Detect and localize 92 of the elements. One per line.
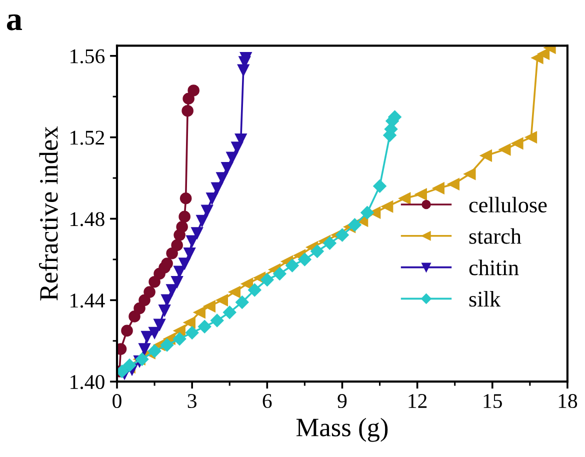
point: [186, 235, 198, 248]
point: [172, 332, 186, 346]
point: [498, 144, 511, 156]
point: [310, 244, 324, 258]
point: [160, 338, 174, 352]
point: [241, 278, 254, 290]
x-tick-label: 15: [484, 394, 502, 408]
y-tick-label: 1.56: [70, 49, 105, 64]
x-tick-label: 6: [262, 394, 272, 408]
point: [185, 326, 199, 340]
point: [135, 352, 149, 366]
point: [216, 172, 228, 184]
point: [182, 92, 194, 105]
point: [236, 296, 249, 309]
point: [148, 276, 160, 288]
point: [201, 204, 213, 216]
x-axis-title: Mass (g): [296, 418, 388, 442]
point: [204, 300, 216, 312]
point: [223, 306, 236, 319]
legend-label: cellulose: [469, 196, 547, 212]
point: [182, 104, 194, 117]
x-tick-label: 12: [408, 394, 427, 408]
point: [464, 168, 476, 180]
point: [144, 286, 156, 298]
point: [161, 258, 173, 270]
point: [216, 294, 228, 306]
point: [176, 220, 188, 233]
point: [122, 358, 136, 372]
point: [148, 344, 162, 358]
y-tick-label: 1.48: [70, 212, 104, 226]
point: [234, 133, 247, 146]
point: [260, 273, 274, 286]
y-axis-title: Refractive index: [38, 126, 58, 300]
point: [128, 310, 140, 322]
point: [298, 252, 312, 266]
point: [228, 286, 241, 298]
point: [138, 343, 150, 355]
point: [158, 304, 170, 316]
y-tick-label: 1.44: [70, 294, 105, 308]
point: [348, 218, 362, 232]
point: [448, 178, 460, 190]
point: [154, 318, 166, 330]
point: [166, 247, 178, 260]
point: [166, 284, 178, 296]
point: [134, 302, 146, 314]
point: [323, 236, 336, 250]
x-tick-label: 0: [112, 394, 122, 408]
point: [381, 200, 394, 212]
point: [198, 320, 212, 334]
point: [373, 180, 386, 193]
point: [226, 152, 238, 164]
legend-label: chitin: [469, 260, 519, 276]
point: [184, 316, 196, 328]
point: [248, 283, 262, 297]
point: [171, 239, 183, 252]
point: [480, 150, 492, 162]
x-tick-label: 9: [338, 394, 347, 408]
point: [398, 192, 411, 204]
point: [191, 227, 203, 239]
point: [286, 258, 299, 272]
point: [148, 326, 160, 339]
x-tick-label: 18: [558, 394, 578, 408]
y-tick-label: 1.52: [70, 130, 104, 145]
point: [180, 192, 192, 204]
text: a: [6, 14, 22, 30]
point: [174, 324, 186, 337]
point: [432, 182, 444, 194]
point: [415, 188, 427, 200]
legend-label: starch: [469, 228, 522, 244]
point: [206, 192, 218, 204]
point: [188, 84, 200, 96]
x-tick-label: 3: [188, 394, 196, 408]
point: [141, 330, 153, 343]
point: [511, 138, 524, 150]
point: [210, 314, 224, 328]
point: [194, 306, 206, 318]
point: [211, 182, 224, 194]
point: [178, 258, 190, 270]
point: [171, 276, 183, 288]
point: [538, 48, 550, 60]
y-tick-label: 1.40: [70, 374, 104, 390]
point: [184, 247, 196, 260]
point: [138, 294, 150, 306]
legend-label: silk: [469, 291, 501, 307]
point: [336, 228, 349, 242]
point: [273, 267, 286, 280]
point: [525, 131, 538, 144]
point: [178, 210, 190, 223]
point: [221, 162, 234, 174]
point: [360, 206, 374, 220]
point: [196, 214, 208, 227]
point: [121, 324, 133, 337]
